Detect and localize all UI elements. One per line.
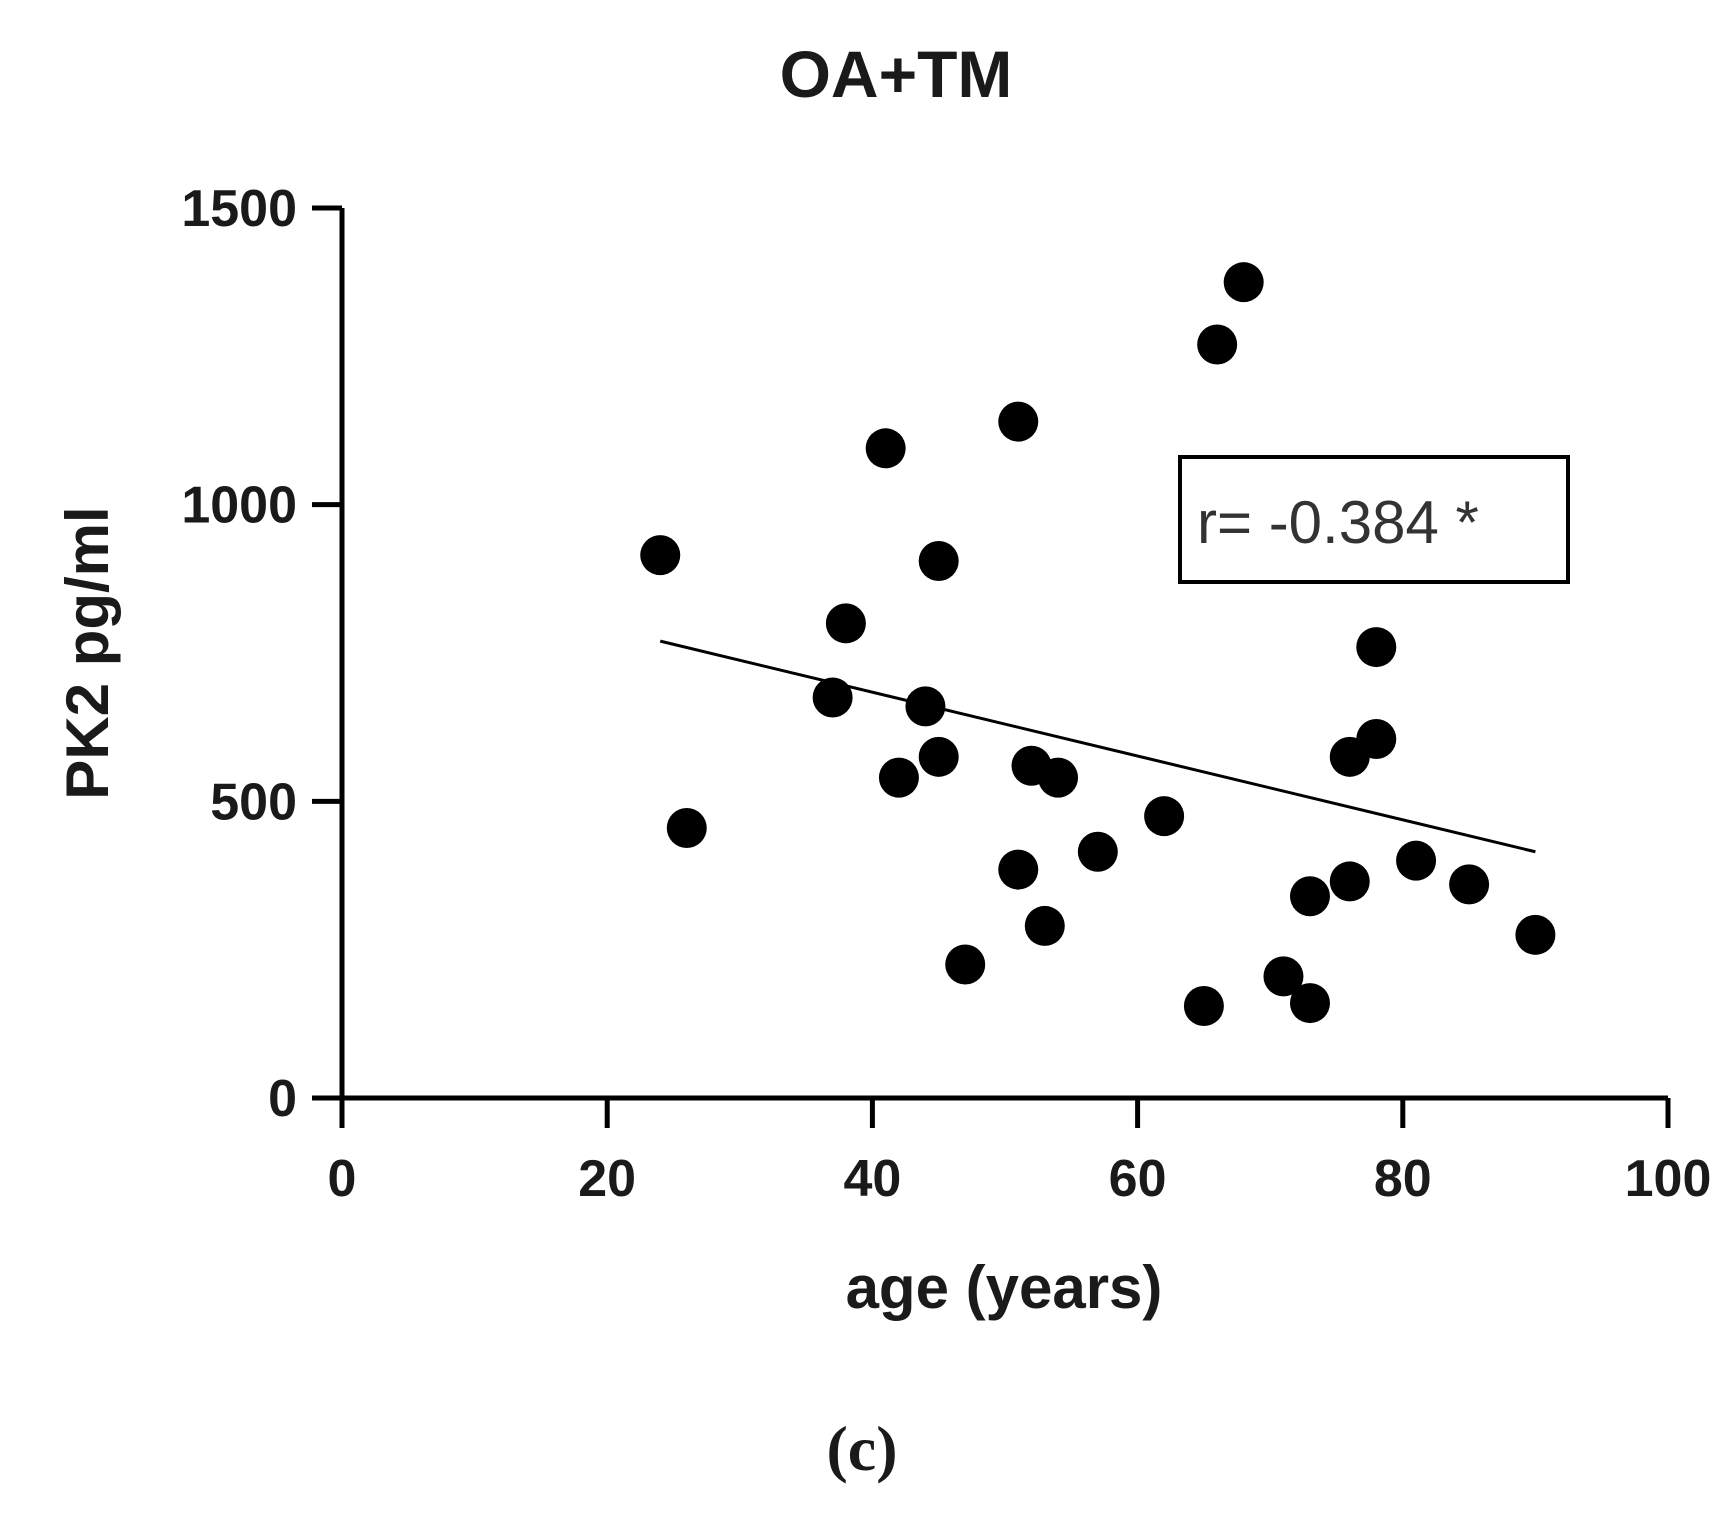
data-point [1263, 956, 1304, 997]
y-tick-label: 0 [268, 1070, 297, 1128]
y-tick-label: 500 [210, 773, 297, 831]
x-tick-label: 60 [1109, 1150, 1167, 1208]
correlation-annotation: r= -0.384 * [1197, 489, 1479, 556]
data-point [666, 808, 707, 849]
data-point [1144, 796, 1185, 837]
x-tick-label: 20 [578, 1150, 636, 1208]
data-point [1449, 864, 1490, 905]
data-point [1077, 831, 1118, 872]
chart-title: OA+TM [780, 37, 1013, 111]
data-point [918, 736, 959, 777]
panel-label: (c) [826, 1413, 897, 1484]
y-tick-label: 1500 [181, 180, 297, 238]
regression-line [659, 639, 1536, 854]
data-point [1396, 840, 1437, 881]
y-tick-label: 1000 [181, 477, 297, 535]
x-tick-label: 0 [328, 1150, 357, 1208]
x-axis-label: age (years) [846, 1254, 1163, 1321]
data-point [865, 428, 906, 469]
y-axis-label: PK2 pg/ml [54, 506, 121, 799]
y-ticks: 0 500 1000 1500 [181, 180, 342, 1128]
data-point [1038, 757, 1079, 798]
data-point [905, 686, 946, 727]
data-point [825, 603, 866, 644]
data-point [1356, 627, 1397, 668]
data-point [812, 677, 853, 718]
data-point [1289, 983, 1330, 1024]
data-point [998, 849, 1039, 890]
data-point [1197, 324, 1238, 365]
x-tick-label: 80 [1374, 1150, 1432, 1208]
x-ticks: 0 20 40 60 80 100 [328, 1098, 1712, 1208]
x-tick-label: 40 [843, 1150, 901, 1208]
data-point [918, 541, 959, 582]
data-point [640, 535, 681, 576]
data-point [1329, 861, 1370, 902]
data-point [878, 757, 919, 798]
data-point [1183, 986, 1224, 1027]
data-point [1024, 905, 1065, 946]
data-point [998, 401, 1039, 442]
data-point [1223, 262, 1264, 303]
data-points [640, 262, 1556, 1027]
data-point [1356, 719, 1397, 760]
data-point [1289, 876, 1330, 917]
annotation-box [1178, 455, 1570, 584]
data-point [945, 944, 986, 985]
x-tick-label: 100 [1625, 1150, 1712, 1208]
data-point [1515, 914, 1556, 955]
